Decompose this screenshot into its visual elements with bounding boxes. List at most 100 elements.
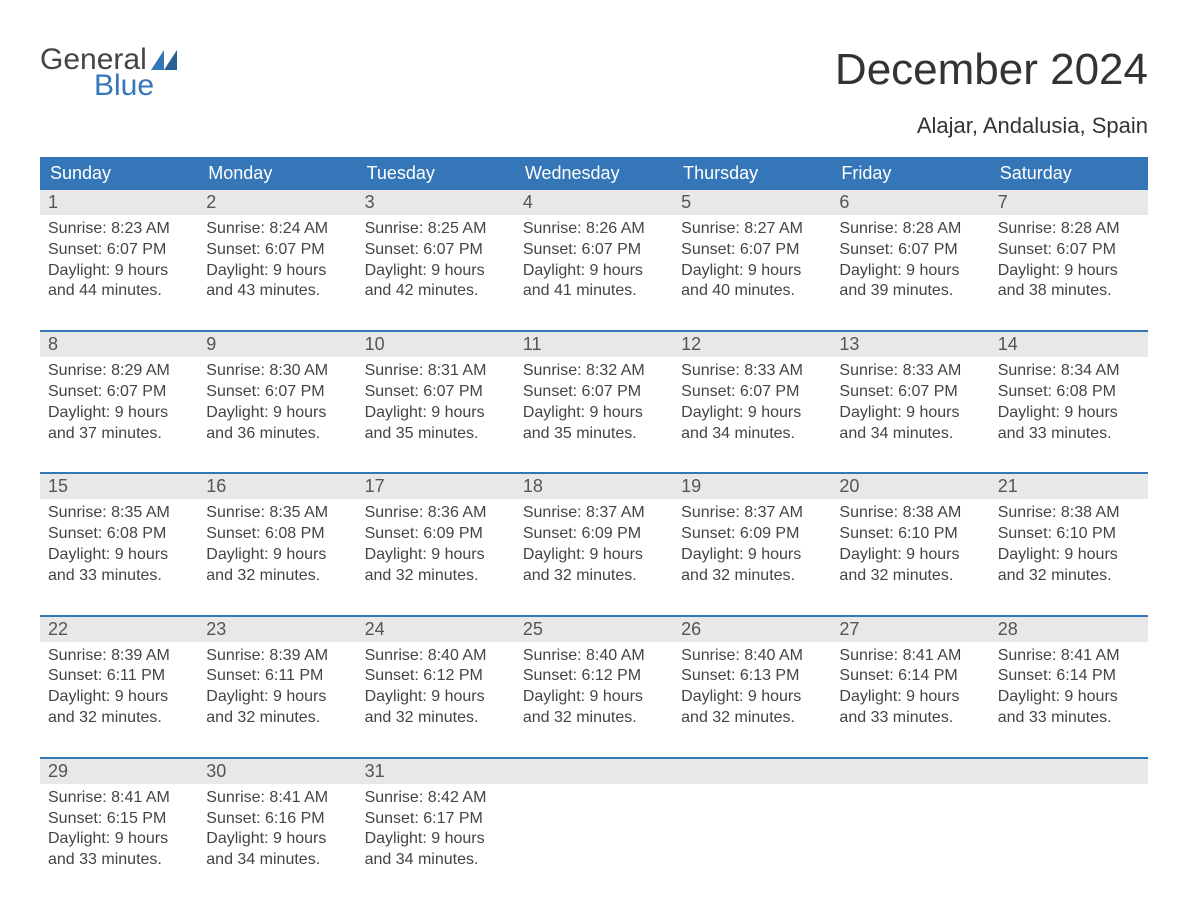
day-cell: Sunrise: 8:29 AMSunset: 6:07 PMDaylight:…	[40, 357, 198, 472]
sunset-line: Sunset: 6:07 PM	[365, 240, 507, 261]
sunset-label: Sunset:	[681, 383, 740, 400]
daylight-label: Daylight:	[523, 688, 590, 705]
sunset-line: Sunset: 6:08 PM	[998, 382, 1140, 403]
sunset-line: Sunset: 6:14 PM	[839, 666, 981, 687]
sunrise-value: 8:38 AM	[1061, 504, 1120, 521]
sunset-value: 6:09 PM	[423, 525, 483, 542]
sunrise-line: Sunrise: 8:28 AM	[839, 219, 981, 240]
sunrise-line: Sunrise: 8:29 AM	[48, 361, 190, 382]
page-title: December 2024	[835, 45, 1148, 95]
sunrise-value: 8:40 AM	[586, 647, 645, 664]
sunset-label: Sunset:	[206, 525, 265, 542]
sunrise-value: 8:30 AM	[269, 362, 328, 379]
daylight-label: Daylight:	[681, 262, 748, 279]
sunset-line: Sunset: 6:12 PM	[523, 666, 665, 687]
day-number: 7	[990, 190, 1148, 215]
sunset-value: 6:11 PM	[265, 667, 323, 684]
sunset-line: Sunset: 6:07 PM	[48, 240, 190, 261]
daylight-label: Daylight:	[365, 262, 432, 279]
sunset-line: Sunset: 6:14 PM	[998, 666, 1140, 687]
sunrise-line: Sunrise: 8:24 AM	[206, 219, 348, 240]
sunset-label: Sunset:	[998, 383, 1057, 400]
sunset-value: 6:15 PM	[107, 810, 167, 827]
day-cell	[515, 784, 673, 899]
daylight-line: Daylight: 9 hours and 33 minutes.	[998, 403, 1140, 445]
sunrise-line: Sunrise: 8:41 AM	[839, 646, 981, 667]
day-number: 3	[357, 190, 515, 215]
sunset-value: 6:08 PM	[1056, 383, 1116, 400]
sunrise-label: Sunrise:	[998, 220, 1061, 237]
sunset-value: 6:07 PM	[265, 383, 325, 400]
sunset-line: Sunset: 6:07 PM	[365, 382, 507, 403]
daylight-label: Daylight:	[206, 688, 273, 705]
sunrise-line: Sunrise: 8:26 AM	[523, 219, 665, 240]
sunset-label: Sunset:	[839, 383, 898, 400]
sunrise-label: Sunrise:	[206, 647, 269, 664]
sunrise-line: Sunrise: 8:37 AM	[681, 503, 823, 524]
title-block: December 2024 Alajar, Andalusia, Spain	[835, 45, 1148, 149]
daylight-line: Daylight: 9 hours and 32 minutes.	[206, 687, 348, 729]
sunset-line: Sunset: 6:09 PM	[523, 524, 665, 545]
sunrise-label: Sunrise:	[48, 362, 111, 379]
sunrise-value: 8:31 AM	[428, 362, 487, 379]
sunrise-label: Sunrise:	[681, 220, 744, 237]
sunset-label: Sunset:	[48, 241, 107, 258]
sunset-line: Sunset: 6:10 PM	[839, 524, 981, 545]
sunset-label: Sunset:	[48, 383, 107, 400]
day-cell: Sunrise: 8:32 AMSunset: 6:07 PMDaylight:…	[515, 357, 673, 472]
day-number: 11	[515, 332, 673, 357]
sunset-line: Sunset: 6:07 PM	[523, 382, 665, 403]
sunrise-value: 8:36 AM	[428, 504, 487, 521]
daylight-line: Daylight: 9 hours and 33 minutes.	[998, 687, 1140, 729]
day-number: 8	[40, 332, 198, 357]
sunset-value: 6:12 PM	[582, 667, 642, 684]
sunrise-value: 8:28 AM	[903, 220, 962, 237]
day-number: 6	[831, 190, 989, 215]
sunset-value: 6:08 PM	[265, 525, 325, 542]
sunrise-line: Sunrise: 8:32 AM	[523, 361, 665, 382]
daylight-line: Daylight: 9 hours and 34 minutes.	[839, 403, 981, 445]
day-number: 10	[357, 332, 515, 357]
day-of-week-header: Sunday	[40, 157, 198, 190]
sunrise-label: Sunrise:	[998, 504, 1061, 521]
sunrise-label: Sunrise:	[206, 220, 269, 237]
day-cell: Sunrise: 8:39 AMSunset: 6:11 PMDaylight:…	[40, 642, 198, 757]
sunrise-line: Sunrise: 8:41 AM	[206, 788, 348, 809]
daylight-line: Daylight: 9 hours and 32 minutes.	[206, 545, 348, 587]
daylight-line: Daylight: 9 hours and 36 minutes.	[206, 403, 348, 445]
day-number: 19	[673, 474, 831, 499]
day-cell: Sunrise: 8:35 AMSunset: 6:08 PMDaylight:…	[198, 499, 356, 614]
daylight-label: Daylight:	[998, 262, 1065, 279]
sunrise-value: 8:42 AM	[428, 789, 487, 806]
sunset-value: 6:14 PM	[1056, 667, 1116, 684]
day-number: 27	[831, 617, 989, 642]
daylight-line: Daylight: 9 hours and 39 minutes.	[839, 261, 981, 303]
sunrise-value: 8:35 AM	[111, 504, 170, 521]
sunset-label: Sunset:	[365, 525, 424, 542]
day-cell: Sunrise: 8:42 AMSunset: 6:17 PMDaylight:…	[357, 784, 515, 899]
day-cell: Sunrise: 8:23 AMSunset: 6:07 PMDaylight:…	[40, 215, 198, 330]
day-cell: Sunrise: 8:36 AMSunset: 6:09 PMDaylight:…	[357, 499, 515, 614]
sunset-value: 6:07 PM	[898, 383, 958, 400]
sunrise-line: Sunrise: 8:34 AM	[998, 361, 1140, 382]
sunset-line: Sunset: 6:07 PM	[681, 240, 823, 261]
daylight-line: Daylight: 9 hours and 34 minutes.	[206, 829, 348, 871]
daylight-label: Daylight:	[365, 830, 432, 847]
day-number: 17	[357, 474, 515, 499]
sunset-label: Sunset:	[998, 667, 1057, 684]
day-cell: Sunrise: 8:35 AMSunset: 6:08 PMDaylight:…	[40, 499, 198, 614]
sunset-line: Sunset: 6:12 PM	[365, 666, 507, 687]
sunset-value: 6:12 PM	[423, 667, 483, 684]
day-cell	[990, 784, 1148, 899]
daylight-label: Daylight:	[365, 688, 432, 705]
day-cell: Sunrise: 8:37 AMSunset: 6:09 PMDaylight:…	[673, 499, 831, 614]
daylight-line: Daylight: 9 hours and 32 minutes.	[681, 545, 823, 587]
sunset-line: Sunset: 6:09 PM	[681, 524, 823, 545]
sunrise-line: Sunrise: 8:27 AM	[681, 219, 823, 240]
sunset-line: Sunset: 6:07 PM	[206, 240, 348, 261]
sunrise-value: 8:41 AM	[903, 647, 962, 664]
day-cell: Sunrise: 8:25 AMSunset: 6:07 PMDaylight:…	[357, 215, 515, 330]
day-cell: Sunrise: 8:30 AMSunset: 6:07 PMDaylight:…	[198, 357, 356, 472]
day-cell: Sunrise: 8:41 AMSunset: 6:14 PMDaylight:…	[990, 642, 1148, 757]
sunrise-label: Sunrise:	[206, 789, 269, 806]
